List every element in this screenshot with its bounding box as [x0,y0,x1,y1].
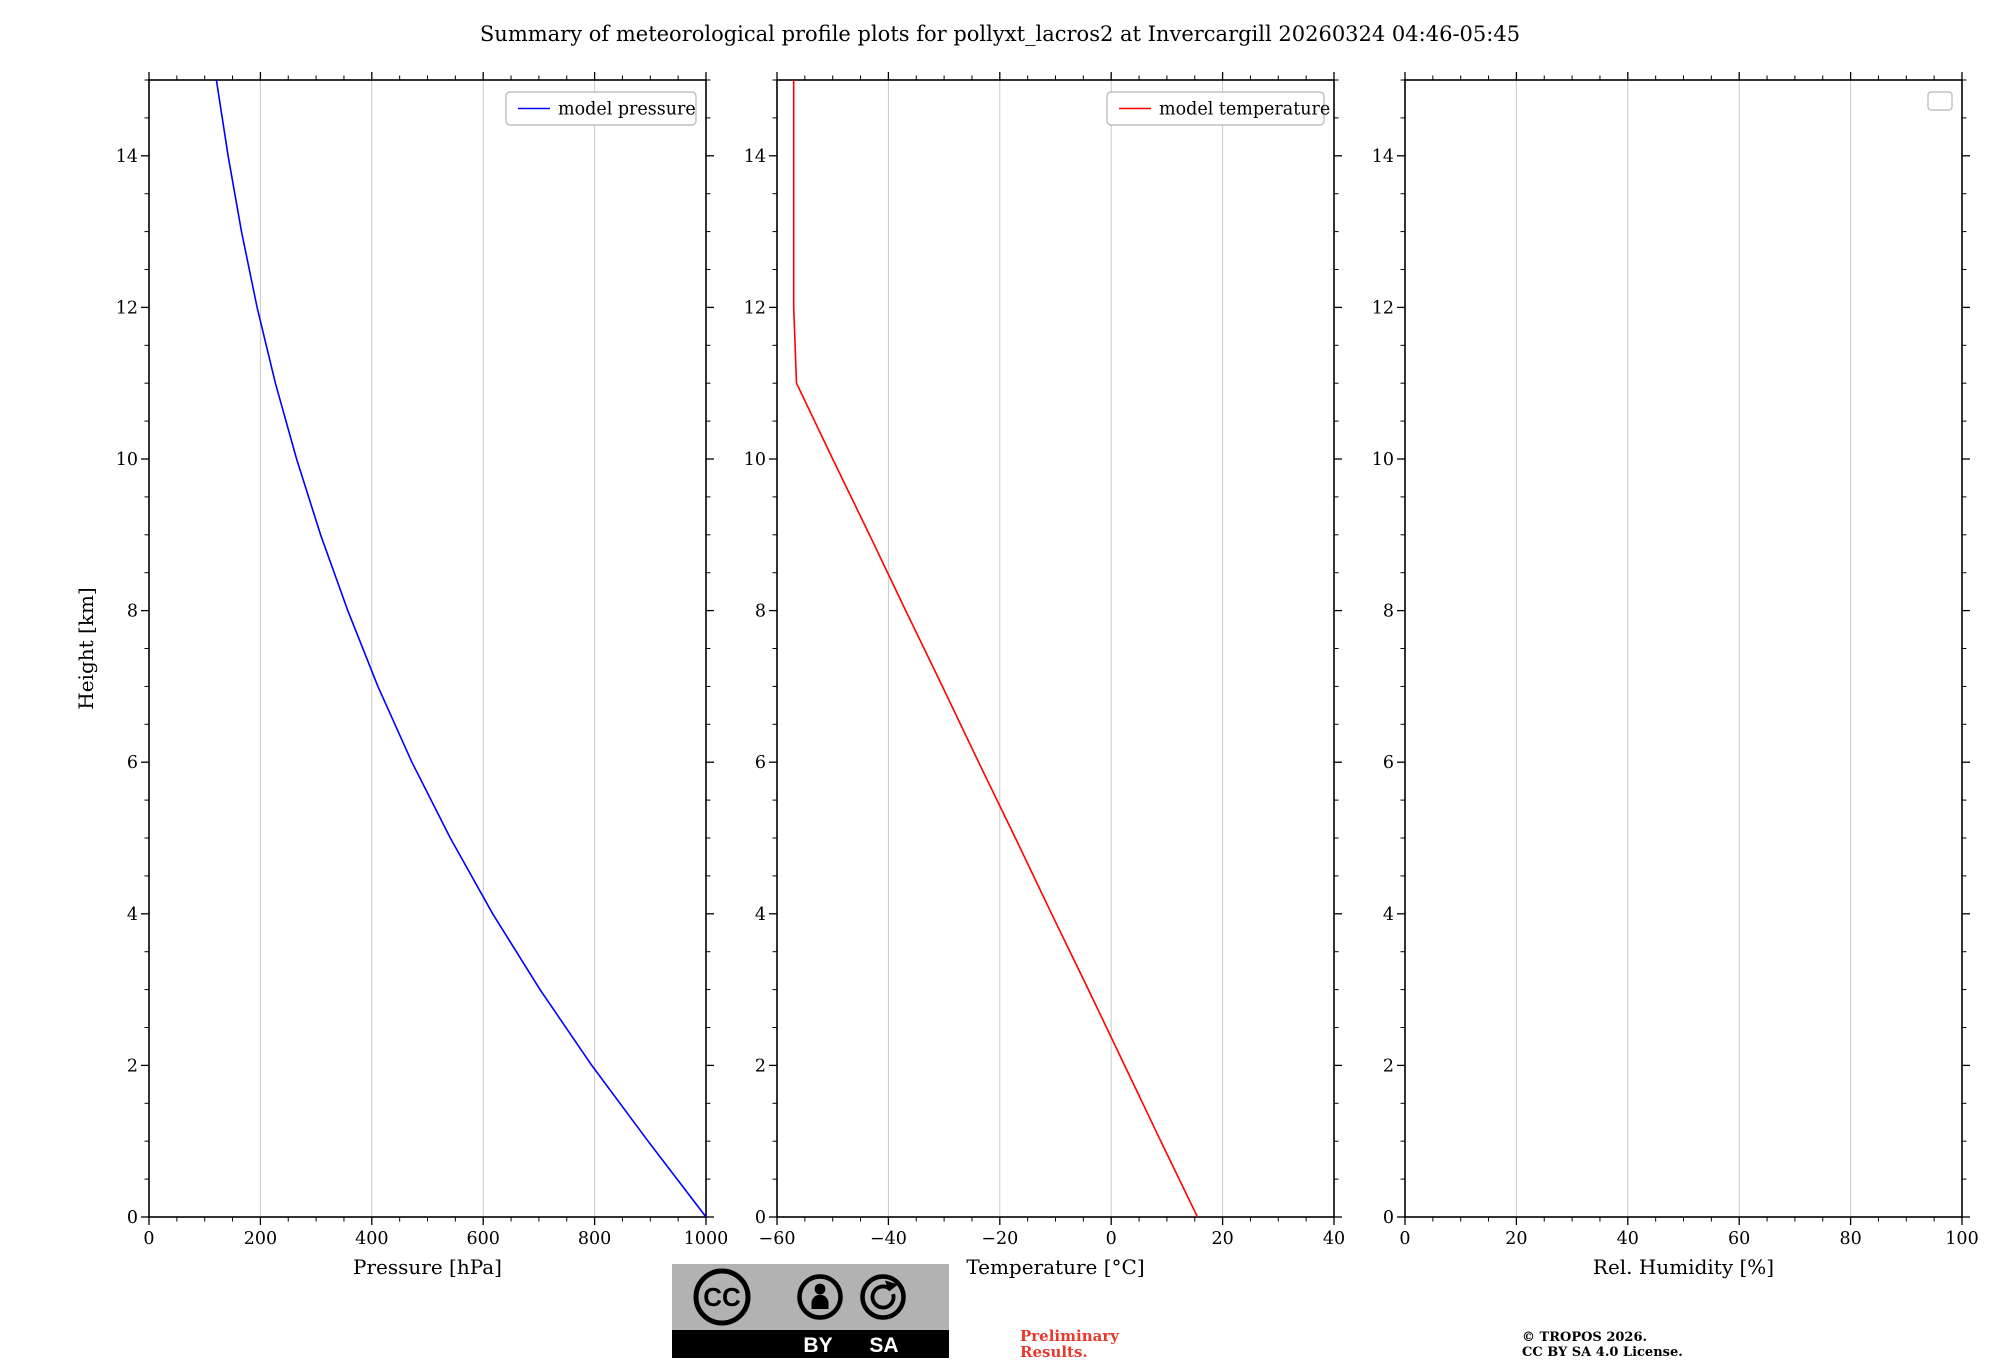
x-tick-label: −60 [759,1229,796,1249]
x-tick-label: −40 [870,1229,907,1249]
y-tick-label: 2 [1383,1056,1394,1076]
x-tick-label: 0 [1106,1229,1117,1249]
y-tick-label: 0 [755,1208,766,1228]
y-tick-label: 2 [755,1056,766,1076]
x-axis-label: Temperature [°C] [966,1255,1144,1279]
humidity-profile: 0 20 40 60 80 100 0 2 4 6 8 10 12 14 Rel. Humidity [%] [1372,72,1979,1279]
y-tick-label: 14 [116,147,138,167]
model-temperature-line [792,80,1199,1217]
cc-badge-graphic: CC BY SA [672,1264,949,1358]
x-axis-label: Pressure [hPa] [353,1255,502,1279]
x-tick-label: 80 [1839,1229,1861,1249]
y-tick-label: 12 [116,298,138,318]
x-tick-label: 600 [466,1229,499,1249]
badge-by-label: BY [803,1334,832,1357]
legend-box-empty [1927,91,1953,111]
pressure-profile: 0 200 400 600 800 1000 0 2 4 6 8 10 12 14 Pressure [hP… [116,72,729,1279]
legend-box [505,91,697,126]
legend-label: model pressure [558,100,696,120]
y-tick-label: 10 [1372,450,1394,470]
cc-license-badge[interactable]: CC BY SA [672,1264,949,1358]
y-tick-label: 0 [1383,1208,1394,1228]
temperature-profile: −60 −40 −20 0 20 40 0 2 4 6 8 10 12 14 Temperature [°C… [744,72,1345,1279]
y-tick-label: 0 [127,1208,138,1228]
x-tick-label: 1000 [684,1229,729,1249]
y-tick-label: 8 [755,602,766,622]
x-tick-label: 100 [1945,1229,1978,1249]
y-tick-label: 14 [1372,147,1394,167]
y-tick-label: 6 [1383,753,1394,773]
x-tick-label: 20 [1505,1229,1527,1249]
y-tick-label: 8 [127,602,138,622]
model-pressure-line [215,80,706,1217]
preliminary-line-2: Results. [1020,1343,1088,1360]
y-axis-label: Height [km] [74,587,98,709]
x-tick-label: 200 [244,1229,277,1249]
person-icon [797,1274,843,1320]
cc-icon: CC [693,1268,751,1326]
legend-box [1106,91,1325,126]
copyright-line-1: © TROPOS 2026. [1522,1330,1648,1345]
x-tick-label: −20 [981,1229,1018,1249]
figure-title: Summary of meteorological profile plots … [479,22,1521,46]
y-tick-label: 2 [127,1056,138,1076]
y-tick-label: 10 [744,450,766,470]
legend-label: model temperature [1159,100,1330,120]
y-tick-label: 6 [127,753,138,773]
preliminary-line-1: Preliminary [1020,1327,1119,1345]
y-tick-label: 4 [755,905,766,925]
x-tick-label: 60 [1728,1229,1750,1249]
y-tick-label: 12 [744,298,766,318]
y-tick-label: 12 [1372,298,1394,318]
y-tick-label: 14 [744,147,766,167]
badge-bar [672,1330,949,1358]
cc-icon-text: CC [703,1282,741,1312]
x-tick-label: 0 [143,1229,154,1249]
preliminary-results-note: Preliminary Results. [1020,1328,1119,1360]
y-tick-label: 6 [755,753,766,773]
x-tick-label: 0 [1399,1229,1410,1249]
y-tick-label: 4 [127,905,138,925]
x-tick-label: 40 [1323,1229,1345,1249]
badge-sa-label: SA [869,1334,898,1357]
y-tick-label: 4 [1383,905,1394,925]
y-tick-label: 8 [1383,602,1394,622]
share-alike-arrow-icon [860,1274,906,1320]
y-tick-label: 10 [116,450,138,470]
x-axis-label: Rel. Humidity [%] [1593,1255,1774,1279]
copyright-line-2: CC BY SA 4.0 License. [1522,1345,1683,1360]
x-tick-label: 20 [1211,1229,1233,1249]
x-tick-label: 400 [355,1229,388,1249]
x-tick-label: 40 [1617,1229,1639,1249]
x-tick-label: 800 [578,1229,611,1249]
copyright-note: © TROPOS 2026. CC BY SA 4.0 License. [1522,1330,1683,1360]
